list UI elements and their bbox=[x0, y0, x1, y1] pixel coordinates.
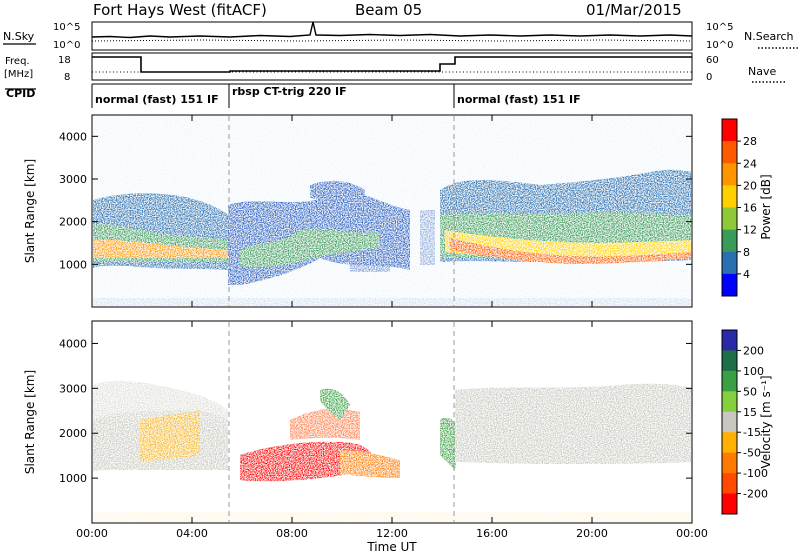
noise-sky-trace bbox=[91, 21, 693, 39]
cpid-segment-2: rbsp CT-trig 220 IF bbox=[232, 85, 347, 98]
colorbar-tick-label: 16 bbox=[743, 202, 757, 215]
colorbar-swatch bbox=[722, 141, 737, 164]
x-tick-label: 00:00 bbox=[676, 527, 708, 540]
x-tick-label: 04:00 bbox=[176, 527, 208, 540]
time-x-axis: 00:00 04:00 08:00 12:00 16:00 20:00 00:00 bbox=[76, 115, 708, 540]
velocity-y-axis: 1000 2000 3000 4000 bbox=[59, 337, 692, 485]
colorbar-tick-label: 100 bbox=[743, 365, 764, 378]
frequency-trace bbox=[92, 56, 692, 73]
nave-tick-top: 60 bbox=[706, 55, 719, 66]
colorbar-swatch bbox=[722, 229, 737, 253]
freq-label-line2: [MHz] bbox=[4, 69, 33, 80]
colorbar-tick-label: -15 bbox=[743, 426, 761, 439]
cpid-panel: CPID normal (fast) 151 IF rbsp CT-trig 2… bbox=[5, 83, 692, 108]
colorbar-tick-label: 4 bbox=[743, 268, 750, 281]
colorbar-tick-label: 28 bbox=[743, 135, 757, 148]
power-colorbar-label: Power [dB] bbox=[759, 174, 773, 239]
power-panel: 1000 2000 3000 4000 Slant Range [km] bbox=[23, 114, 693, 308]
colorbar-tick-label: 24 bbox=[743, 157, 757, 170]
velocity-colorbar: 200 100 50 15 -15 -50 -100 -200 Velocity [m s⁻¹… bbox=[721, 329, 773, 515]
velocity-y-axis-label: Slant Range [km] bbox=[23, 370, 37, 474]
colorbar-swatch bbox=[722, 432, 737, 454]
freq-label-line1: Freq. bbox=[5, 56, 30, 67]
station-title: Fort Hays West (fitACF) bbox=[93, 1, 267, 19]
noise-panel: N.Sky 10^5 10^0 10^5 10^0 N.Search bbox=[3, 21, 798, 51]
y-tick-label: 2000 bbox=[59, 216, 87, 229]
colorbar-swatch bbox=[722, 119, 737, 142]
colorbar-swatch bbox=[722, 330, 737, 351]
colorbar-tick-label: 50 bbox=[743, 385, 757, 398]
y-tick-label: 4000 bbox=[59, 337, 87, 350]
colorbar-swatch bbox=[722, 452, 737, 474]
y-tick-label: 1000 bbox=[59, 472, 87, 485]
cpid-label: CPID bbox=[6, 87, 35, 100]
colorbar-swatch bbox=[722, 473, 737, 495]
colorbar-tick-label: 15 bbox=[743, 406, 757, 419]
y-tick-label: 1000 bbox=[59, 258, 87, 271]
y-tick-label: 3000 bbox=[59, 173, 87, 186]
cpid-segment-1: normal (fast) 151 IF bbox=[95, 93, 219, 106]
date-label: 01/Mar/2015 bbox=[586, 1, 682, 19]
x-tick-label: 12:00 bbox=[376, 527, 408, 540]
colorbar-swatch bbox=[722, 251, 737, 275]
noise-right-label: N.Search bbox=[744, 30, 794, 43]
x-tick-label: 16:00 bbox=[476, 527, 508, 540]
velocity-scatter bbox=[93, 380, 691, 522]
frequency-panel: Freq. [MHz] 18 8 60 0 Nave bbox=[4, 52, 785, 83]
y-tick-label: 4000 bbox=[59, 130, 87, 143]
nave-label: Nave bbox=[748, 65, 776, 78]
beam-label: Beam 05 bbox=[355, 1, 422, 19]
colorbar-swatch bbox=[722, 411, 737, 433]
nave-tick-bottom: 0 bbox=[706, 72, 712, 83]
power-y-axis: 1000 2000 3000 4000 bbox=[59, 130, 692, 271]
colorbar-swatch bbox=[722, 185, 737, 208]
colorbar-tick-label: 200 bbox=[743, 344, 764, 357]
y-tick-label: 3000 bbox=[59, 382, 87, 395]
colorbar-tick-label: 8 bbox=[743, 246, 750, 259]
freq-tick-bottom: 8 bbox=[64, 72, 70, 83]
colorbar-swatch bbox=[722, 391, 737, 413]
noise-left-tick-top: 10^5 bbox=[53, 22, 80, 33]
cpid-segment-3: normal (fast) 151 IF bbox=[457, 93, 581, 106]
colorbar-swatch bbox=[722, 493, 737, 515]
colorbar-swatch bbox=[722, 207, 737, 231]
colorbar-tick-label: -50 bbox=[743, 447, 761, 460]
noise-right-tick-top: 10^5 bbox=[706, 22, 733, 33]
colorbar-swatch bbox=[722, 163, 737, 186]
colorbar-tick-label: -100 bbox=[743, 467, 768, 480]
noise-left-label: N.Sky bbox=[3, 30, 35, 43]
colorbar-tick-label: -200 bbox=[743, 488, 768, 501]
power-colorbar: 28 24 20 16 12 8 4 Power [dB] bbox=[721, 118, 773, 297]
x-tick-label: 20:00 bbox=[576, 527, 608, 540]
velocity-colorbar-label: Velocity [m s⁻¹] bbox=[759, 375, 773, 468]
colorbar-tick-label: 20 bbox=[743, 179, 757, 192]
y-tick-label: 2000 bbox=[59, 427, 87, 440]
colorbar-tick-label: 12 bbox=[743, 224, 757, 237]
power-y-axis-label: Slant Range [km] bbox=[23, 159, 37, 263]
time-axis-label: Time UT bbox=[366, 540, 417, 554]
x-tick-label: 08:00 bbox=[276, 527, 308, 540]
colorbar-swatch bbox=[722, 370, 737, 392]
colorbar-swatch bbox=[722, 350, 737, 372]
colorbar-swatch bbox=[722, 273, 737, 297]
power-scatter bbox=[93, 116, 691, 306]
noise-left-tick-bottom: 10^0 bbox=[53, 40, 80, 51]
noise-right-tick-bottom: 10^0 bbox=[706, 40, 733, 51]
x-tick-label: 00:00 bbox=[76, 527, 108, 540]
noise-search-trace bbox=[91, 39, 693, 42]
freq-tick-top: 18 bbox=[58, 55, 71, 66]
